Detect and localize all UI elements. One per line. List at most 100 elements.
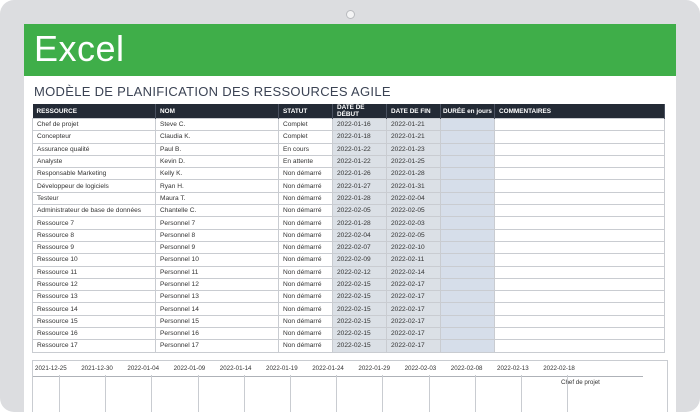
cell-name[interactable]: Personnel 8 (155, 228, 279, 242)
cell-resource[interactable]: Ressource 15 (32, 314, 156, 329)
cell-start-date[interactable]: 2022-01-27 (332, 179, 387, 193)
cell-status[interactable]: Non démarré (278, 179, 333, 193)
cell-resource[interactable]: Ressource 17 (32, 339, 156, 353)
cell-comments[interactable] (494, 117, 665, 132)
cell-start-date[interactable]: 2022-01-26 (332, 167, 387, 181)
col-header-end[interactable]: DATE DE FIN (386, 104, 441, 119)
cell-name[interactable]: Kelly K. (155, 167, 279, 181)
cell-end-date[interactable]: 2022-01-25 (386, 154, 441, 169)
cell-status[interactable]: Complet (278, 117, 333, 132)
cell-status[interactable]: Non démarré (278, 253, 333, 267)
cell-resource[interactable]: Administrateur de base de données (32, 204, 156, 218)
cell-resource[interactable]: Développeur de logiciels (32, 179, 156, 193)
cell-name[interactable]: Personnel 10 (155, 253, 279, 267)
cell-end-date[interactable]: 2022-02-10 (386, 240, 441, 255)
cell-end-date[interactable]: 2022-02-17 (386, 290, 441, 304)
cell-end-date[interactable]: 2022-02-04 (386, 191, 441, 206)
cell-status[interactable]: Non démarré (278, 277, 333, 292)
cell-end-date[interactable]: 2022-02-17 (386, 339, 441, 353)
cell-comments[interactable] (494, 290, 665, 304)
cell-comments[interactable] (494, 265, 665, 279)
cell-status[interactable]: En attente (278, 154, 333, 169)
cell-name[interactable]: Personnel 17 (155, 339, 279, 353)
cell-status[interactable]: Non démarré (278, 302, 333, 316)
cell-comments[interactable] (494, 216, 665, 230)
cell-resource[interactable]: Ressource 7 (32, 216, 156, 230)
cell-name[interactable]: Steve C. (155, 117, 279, 132)
cell-duration[interactable] (440, 302, 495, 316)
cell-start-date[interactable]: 2022-01-18 (332, 130, 387, 144)
cell-start-date[interactable]: 2022-02-15 (332, 314, 387, 329)
cell-start-date[interactable]: 2022-02-15 (332, 302, 387, 316)
cell-status[interactable]: Non démarré (278, 191, 333, 206)
cell-duration[interactable] (440, 253, 495, 267)
cell-resource[interactable]: Ressource 10 (32, 253, 156, 267)
cell-resource[interactable]: Ressource 8 (32, 228, 156, 242)
cell-name[interactable]: Personnel 13 (155, 290, 279, 304)
cell-name[interactable]: Personnel 16 (155, 327, 279, 341)
cell-name[interactable]: Claudia K. (155, 130, 279, 144)
cell-resource[interactable]: Ressource 16 (32, 327, 156, 341)
cell-duration[interactable] (440, 130, 495, 144)
cell-resource[interactable]: Ressource 11 (32, 265, 156, 279)
cell-status[interactable]: Non démarré (278, 204, 333, 218)
cell-comments[interactable] (494, 302, 665, 316)
cell-end-date[interactable]: 2022-02-03 (386, 216, 441, 230)
cell-duration[interactable] (440, 290, 495, 304)
cell-start-date[interactable]: 2022-01-28 (332, 216, 387, 230)
cell-status[interactable]: Non démarré (278, 216, 333, 230)
cell-comments[interactable] (494, 130, 665, 144)
cell-status[interactable]: Non démarré (278, 228, 333, 242)
cell-name[interactable]: Maura T. (155, 191, 279, 206)
cell-start-date[interactable]: 2022-01-22 (332, 154, 387, 169)
cell-name[interactable]: Kevin D. (155, 154, 279, 169)
cell-name[interactable]: Chantelle C. (155, 204, 279, 218)
cell-start-date[interactable]: 2022-01-16 (332, 117, 387, 132)
cell-resource[interactable]: Testeur (32, 191, 156, 206)
cell-name[interactable]: Personnel 12 (155, 277, 279, 292)
cell-comments[interactable] (494, 179, 665, 193)
cell-duration[interactable] (440, 216, 495, 230)
cell-end-date[interactable]: 2022-01-23 (386, 142, 441, 156)
col-header-resource[interactable]: RESSOURCE (32, 104, 156, 119)
cell-comments[interactable] (494, 327, 665, 341)
cell-status[interactable]: Non démarré (278, 240, 333, 255)
cell-comments[interactable] (494, 277, 665, 292)
col-header-comments[interactable]: COMMENTAIRES (494, 104, 665, 119)
cell-name[interactable]: Paul B. (155, 142, 279, 156)
cell-duration[interactable] (440, 327, 495, 341)
cell-resource[interactable]: Ressource 14 (32, 302, 156, 316)
cell-status[interactable]: Non démarré (278, 314, 333, 329)
cell-duration[interactable] (440, 142, 495, 156)
cell-resource[interactable]: Responsable Marketing (32, 167, 156, 181)
cell-status[interactable]: Non démarré (278, 327, 333, 341)
cell-duration[interactable] (440, 339, 495, 353)
cell-duration[interactable] (440, 154, 495, 169)
cell-comments[interactable] (494, 204, 665, 218)
cell-resource[interactable]: Ressource 9 (32, 240, 156, 255)
cell-resource[interactable]: Concepteur (32, 130, 156, 144)
cell-end-date[interactable]: 2022-01-28 (386, 167, 441, 181)
cell-comments[interactable] (494, 154, 665, 169)
cell-end-date[interactable]: 2022-02-11 (386, 253, 441, 267)
cell-resource[interactable]: Ressource 12 (32, 277, 156, 292)
cell-status[interactable]: Non démarré (278, 339, 333, 353)
cell-status[interactable]: En cours (278, 142, 333, 156)
cell-start-date[interactable]: 2022-02-07 (332, 240, 387, 255)
cell-comments[interactable] (494, 191, 665, 206)
cell-comments[interactable] (494, 240, 665, 255)
cell-duration[interactable] (440, 117, 495, 132)
cell-end-date[interactable]: 2022-02-05 (386, 204, 441, 218)
cell-duration[interactable] (440, 265, 495, 279)
cell-comments[interactable] (494, 339, 665, 353)
cell-duration[interactable] (440, 228, 495, 242)
cell-status[interactable]: Non démarré (278, 167, 333, 181)
cell-name[interactable]: Personnel 15 (155, 314, 279, 329)
cell-status[interactable]: Non démarré (278, 265, 333, 279)
cell-start-date[interactable]: 2022-02-12 (332, 265, 387, 279)
cell-start-date[interactable]: 2022-01-22 (332, 142, 387, 156)
cell-resource[interactable]: Ressource 13 (32, 290, 156, 304)
cell-duration[interactable] (440, 167, 495, 181)
cell-end-date[interactable]: 2022-02-05 (386, 228, 441, 242)
cell-resource[interactable]: Analyste (32, 154, 156, 169)
